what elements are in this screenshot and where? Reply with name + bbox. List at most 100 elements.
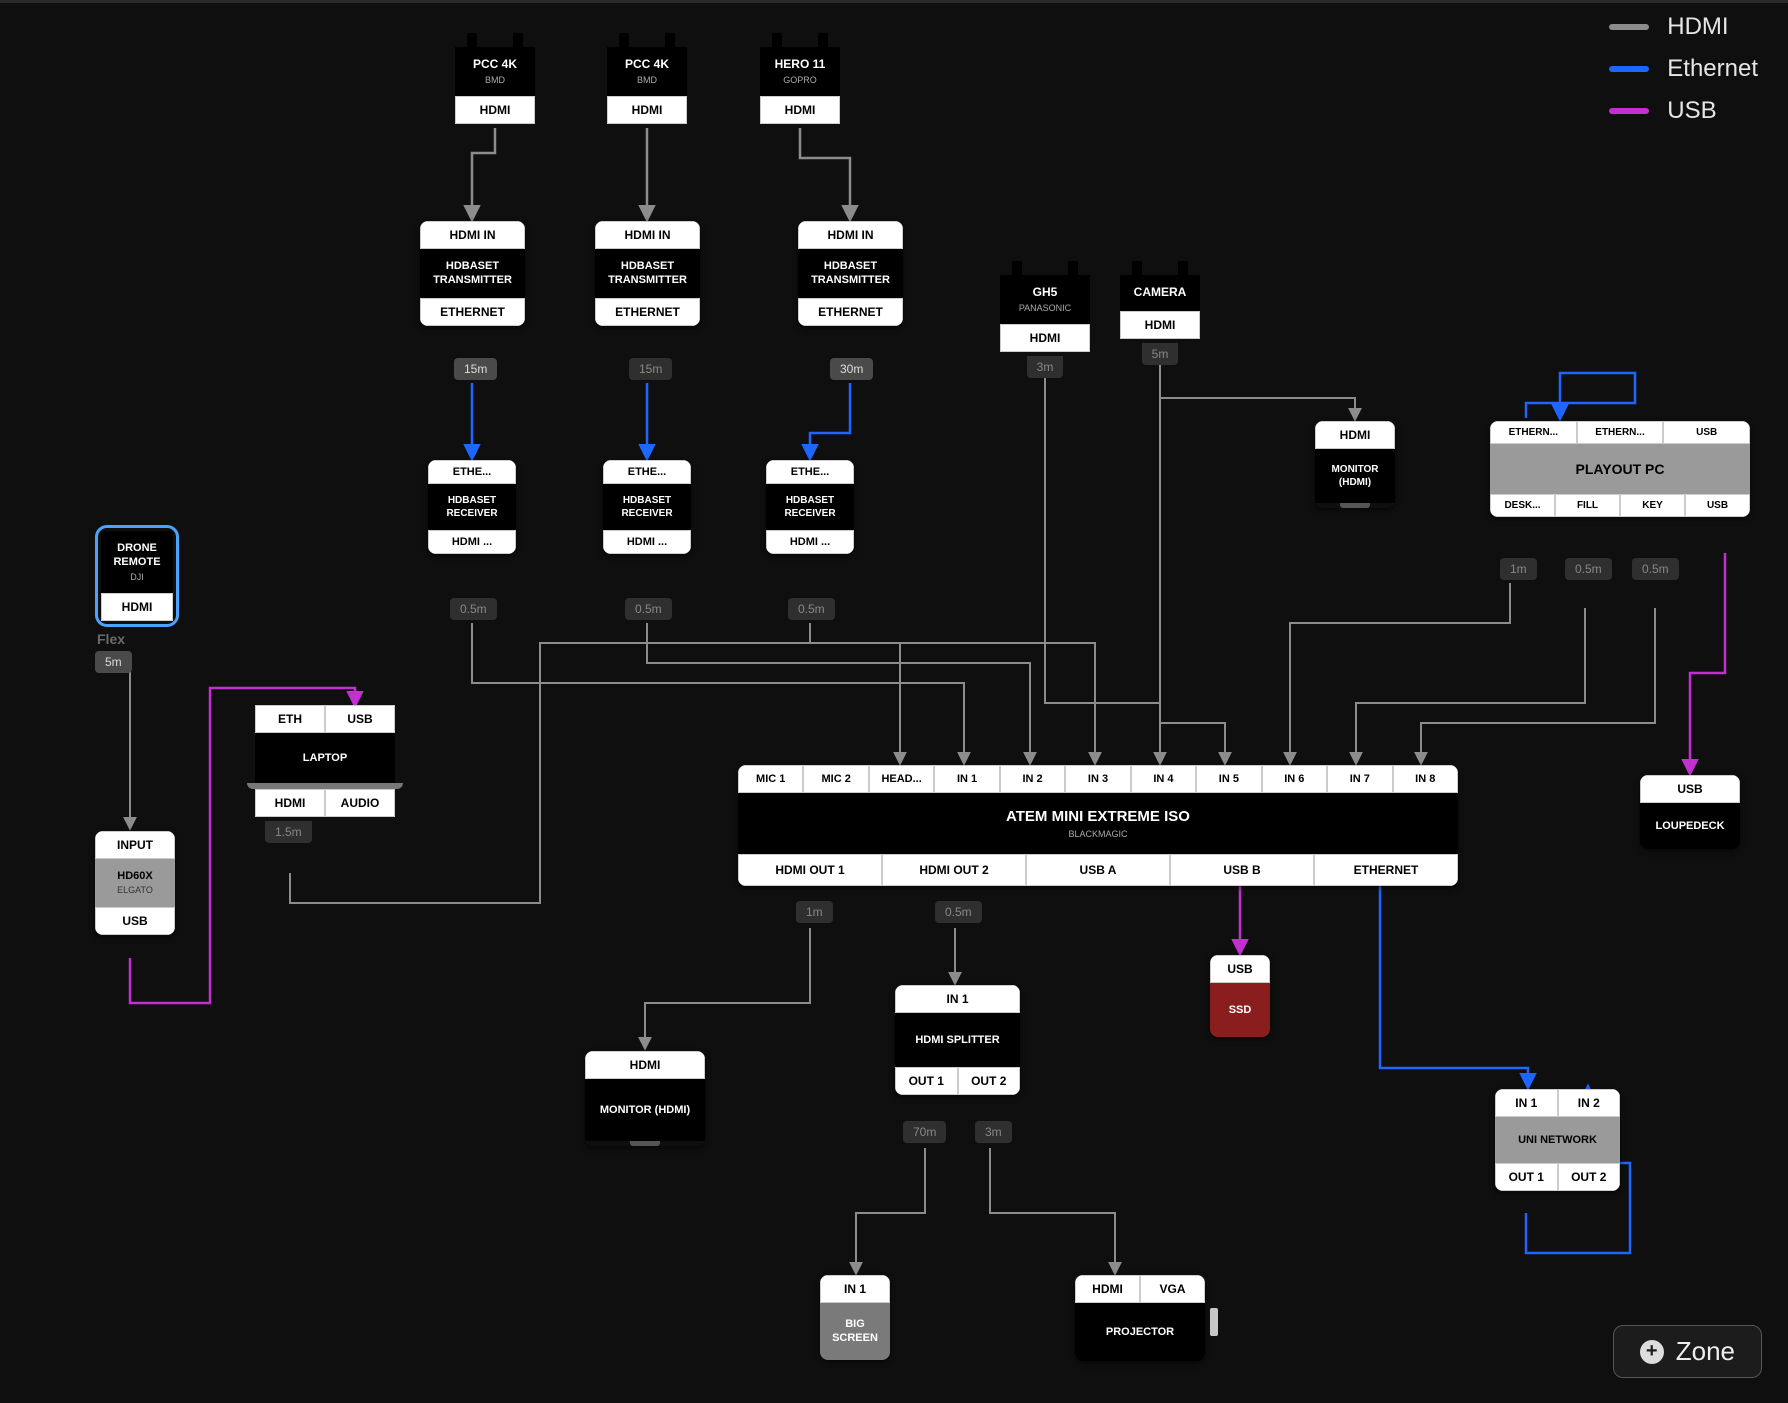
port-out2[interactable]: OUT 2 — [1558, 1163, 1621, 1191]
node-title: PROJECTOR — [1075, 1303, 1205, 1361]
port-usb[interactable]: USB — [1210, 955, 1270, 983]
port-hdmi[interactable]: HDMI — [1075, 1275, 1140, 1303]
node-hdbaset-rx-3[interactable]: ETHE... HDBASET RECEIVER HDMI ... — [766, 460, 854, 554]
wires-layer — [0, 3, 1788, 1403]
node-monitor-2[interactable]: HDMI MONITOR (HDMI) — [585, 1051, 705, 1146]
port-in7[interactable]: IN 7 — [1327, 765, 1392, 793]
port-hdmi[interactable]: HDMI — [1120, 311, 1200, 339]
port-ethernet[interactable]: ETHERN... — [1577, 421, 1664, 444]
port-mic2[interactable]: MIC 2 — [803, 765, 868, 793]
legend-swatch-ethernet — [1609, 66, 1649, 72]
port-out2[interactable]: OUT 2 — [958, 1067, 1021, 1095]
zone-button[interactable]: + Zone — [1613, 1325, 1762, 1378]
node-laptop[interactable]: ETH USB LAPTOP HDMI AUDIO 1.5m — [255, 705, 395, 843]
node-hdbaset-tx-1[interactable]: HDMI IN HDBASET TRANSMITTER ETHERNET — [420, 221, 525, 326]
port-hdmi-in[interactable]: HDMI IN — [798, 221, 903, 249]
port-in6[interactable]: IN 6 — [1262, 765, 1327, 793]
camera-icon — [1000, 261, 1090, 275]
port-audio[interactable]: AUDIO — [325, 789, 395, 817]
port-fill[interactable]: FILL — [1555, 494, 1620, 517]
node-title: HDBASET RECEIVER — [766, 484, 854, 530]
port-out1[interactable]: OUT 1 — [895, 1067, 958, 1095]
node-hdbaset-tx-2[interactable]: HDMI IN HDBASET TRANSMITTER ETHERNET — [595, 221, 700, 326]
port-ethernet[interactable]: ETHERNET — [798, 298, 903, 326]
port-hdmi[interactable]: HDMI — [1000, 324, 1090, 352]
port-hdmi[interactable]: HDMI — [1315, 421, 1395, 449]
node-title: SSD — [1210, 983, 1270, 1037]
port-hdmi-out-2[interactable]: HDMI OUT 2 — [882, 854, 1026, 886]
node-pcc-4k-2[interactable]: PCC 4KBMD HDMI — [607, 33, 687, 124]
node-title: MONITOR (HDMI) — [585, 1079, 705, 1141]
port-in2[interactable]: IN 2 — [1558, 1089, 1621, 1117]
port-key[interactable]: KEY — [1620, 494, 1685, 517]
port-usb-a[interactable]: USB A — [1026, 854, 1170, 886]
port-in8[interactable]: IN 8 — [1393, 765, 1458, 793]
port-ethernet[interactable]: ETHERNET — [595, 298, 700, 326]
node-hd60x[interactable]: INPUT HD60XELGATO USB — [95, 831, 175, 935]
port-in3[interactable]: IN 3 — [1065, 765, 1130, 793]
node-hdbaset-rx-1[interactable]: ETHE... HDBASET RECEIVER HDMI ... — [428, 460, 516, 554]
camera-icon — [455, 33, 535, 47]
node-big-screen[interactable]: IN 1 BIG SCREEN — [820, 1275, 890, 1360]
port-in1[interactable]: IN 1 — [895, 985, 1020, 1013]
port-hdmi[interactable]: HDMI — [585, 1051, 705, 1079]
port-ethernet[interactable]: ETHE... — [766, 460, 854, 484]
port-usb[interactable]: USB — [95, 907, 175, 935]
port-hdmi-out[interactable]: HDMI ... — [428, 530, 516, 554]
port-in4[interactable]: IN 4 — [1131, 765, 1196, 793]
node-hdbaset-rx-2[interactable]: ETHE... HDBASET RECEIVER HDMI ... — [603, 460, 691, 554]
port-desktop[interactable]: DESK... — [1490, 494, 1555, 517]
projector-lens-icon — [1210, 1308, 1218, 1336]
port-usb[interactable]: USB — [1663, 421, 1750, 444]
diagram-canvas[interactable]: HDMI Ethernet USB PCC 4KBMD HDMI PCC 4KB… — [0, 3, 1788, 1400]
node-ssd[interactable]: USB SSD — [1210, 955, 1270, 1037]
port-hdmi-out-1[interactable]: HDMI OUT 1 — [738, 854, 882, 886]
node-title: ATEM MINI EXTREME ISOBLACKMAGIC — [738, 793, 1458, 854]
node-hero-11[interactable]: HERO 11GOPRO HDMI — [760, 33, 840, 124]
port-hdmi-out[interactable]: HDMI ... — [603, 530, 691, 554]
port-mic1[interactable]: MIC 1 — [738, 765, 803, 793]
node-pcc-4k-1[interactable]: PCC 4KBMD HDMI — [455, 33, 535, 124]
node-projector[interactable]: HDMI VGA PROJECTOR — [1075, 1275, 1205, 1361]
port-ethernet[interactable]: ETHE... — [603, 460, 691, 484]
node-camera[interactable]: CAMERA HDMI 5m — [1120, 261, 1200, 365]
node-hdmi-splitter[interactable]: IN 1 HDMI SPLITTER OUT 1 OUT 2 — [895, 985, 1020, 1095]
port-hdmi-in[interactable]: HDMI IN — [420, 221, 525, 249]
node-hdbaset-tx-3[interactable]: HDMI IN HDBASET TRANSMITTER ETHERNET — [798, 221, 903, 326]
port-headphones[interactable]: HEAD... — [869, 765, 934, 793]
port-eth[interactable]: ETH — [255, 705, 325, 733]
port-usb-b[interactable]: USB B — [1170, 854, 1314, 886]
port-in5[interactable]: IN 5 — [1196, 765, 1261, 793]
node-drone-remote[interactable]: DRONE REMOTEDJI HDMI — [95, 525, 179, 627]
port-hdmi-in[interactable]: HDMI IN — [595, 221, 700, 249]
port-vga[interactable]: VGA — [1140, 1275, 1205, 1303]
port-hdmi[interactable]: HDMI — [101, 593, 173, 621]
port-ethernet[interactable]: ETHERN... — [1490, 421, 1577, 444]
port-ethernet[interactable]: ETHERNET — [1314, 854, 1458, 886]
port-ethernet[interactable]: ETHE... — [428, 460, 516, 484]
port-input[interactable]: INPUT — [95, 831, 175, 859]
node-gh5[interactable]: GH5PANASONIC HDMI 3m — [1000, 261, 1090, 378]
port-usb[interactable]: USB — [1640, 775, 1740, 803]
port-hdmi[interactable]: HDMI — [455, 96, 535, 124]
node-atem[interactable]: MIC 1 MIC 2 HEAD... IN 1 IN 2 IN 3 IN 4 … — [738, 765, 1458, 886]
node-loupedeck[interactable]: USB LOUPEDECK — [1640, 775, 1740, 849]
port-ethernet[interactable]: ETHERNET — [420, 298, 525, 326]
node-uni-network[interactable]: IN 1 IN 2 UNI NETWORK OUT 1 OUT 2 — [1495, 1089, 1620, 1191]
node-title: HDBASET RECEIVER — [428, 484, 516, 530]
port-in2[interactable]: IN 2 — [1000, 765, 1065, 793]
port-usb[interactable]: USB — [1685, 494, 1750, 517]
port-in1[interactable]: IN 1 — [820, 1275, 890, 1303]
port-hdmi-out[interactable]: HDMI ... — [766, 530, 854, 554]
port-hdmi[interactable]: HDMI — [607, 96, 687, 124]
port-hdmi[interactable]: HDMI — [255, 789, 325, 817]
node-title: PLAYOUT PC — [1490, 444, 1750, 494]
port-usb[interactable]: USB — [325, 705, 395, 733]
cable-length: 5m — [1142, 343, 1179, 365]
node-monitor-1[interactable]: HDMI MONITOR (HDMI) — [1315, 421, 1395, 508]
port-in1[interactable]: IN 1 — [1495, 1089, 1558, 1117]
port-hdmi[interactable]: HDMI — [760, 96, 840, 124]
port-in1[interactable]: IN 1 — [934, 765, 999, 793]
node-playout-pc[interactable]: ETHERN... ETHERN... USB PLAYOUT PC DESK.… — [1490, 421, 1750, 517]
port-out1[interactable]: OUT 1 — [1495, 1163, 1558, 1191]
